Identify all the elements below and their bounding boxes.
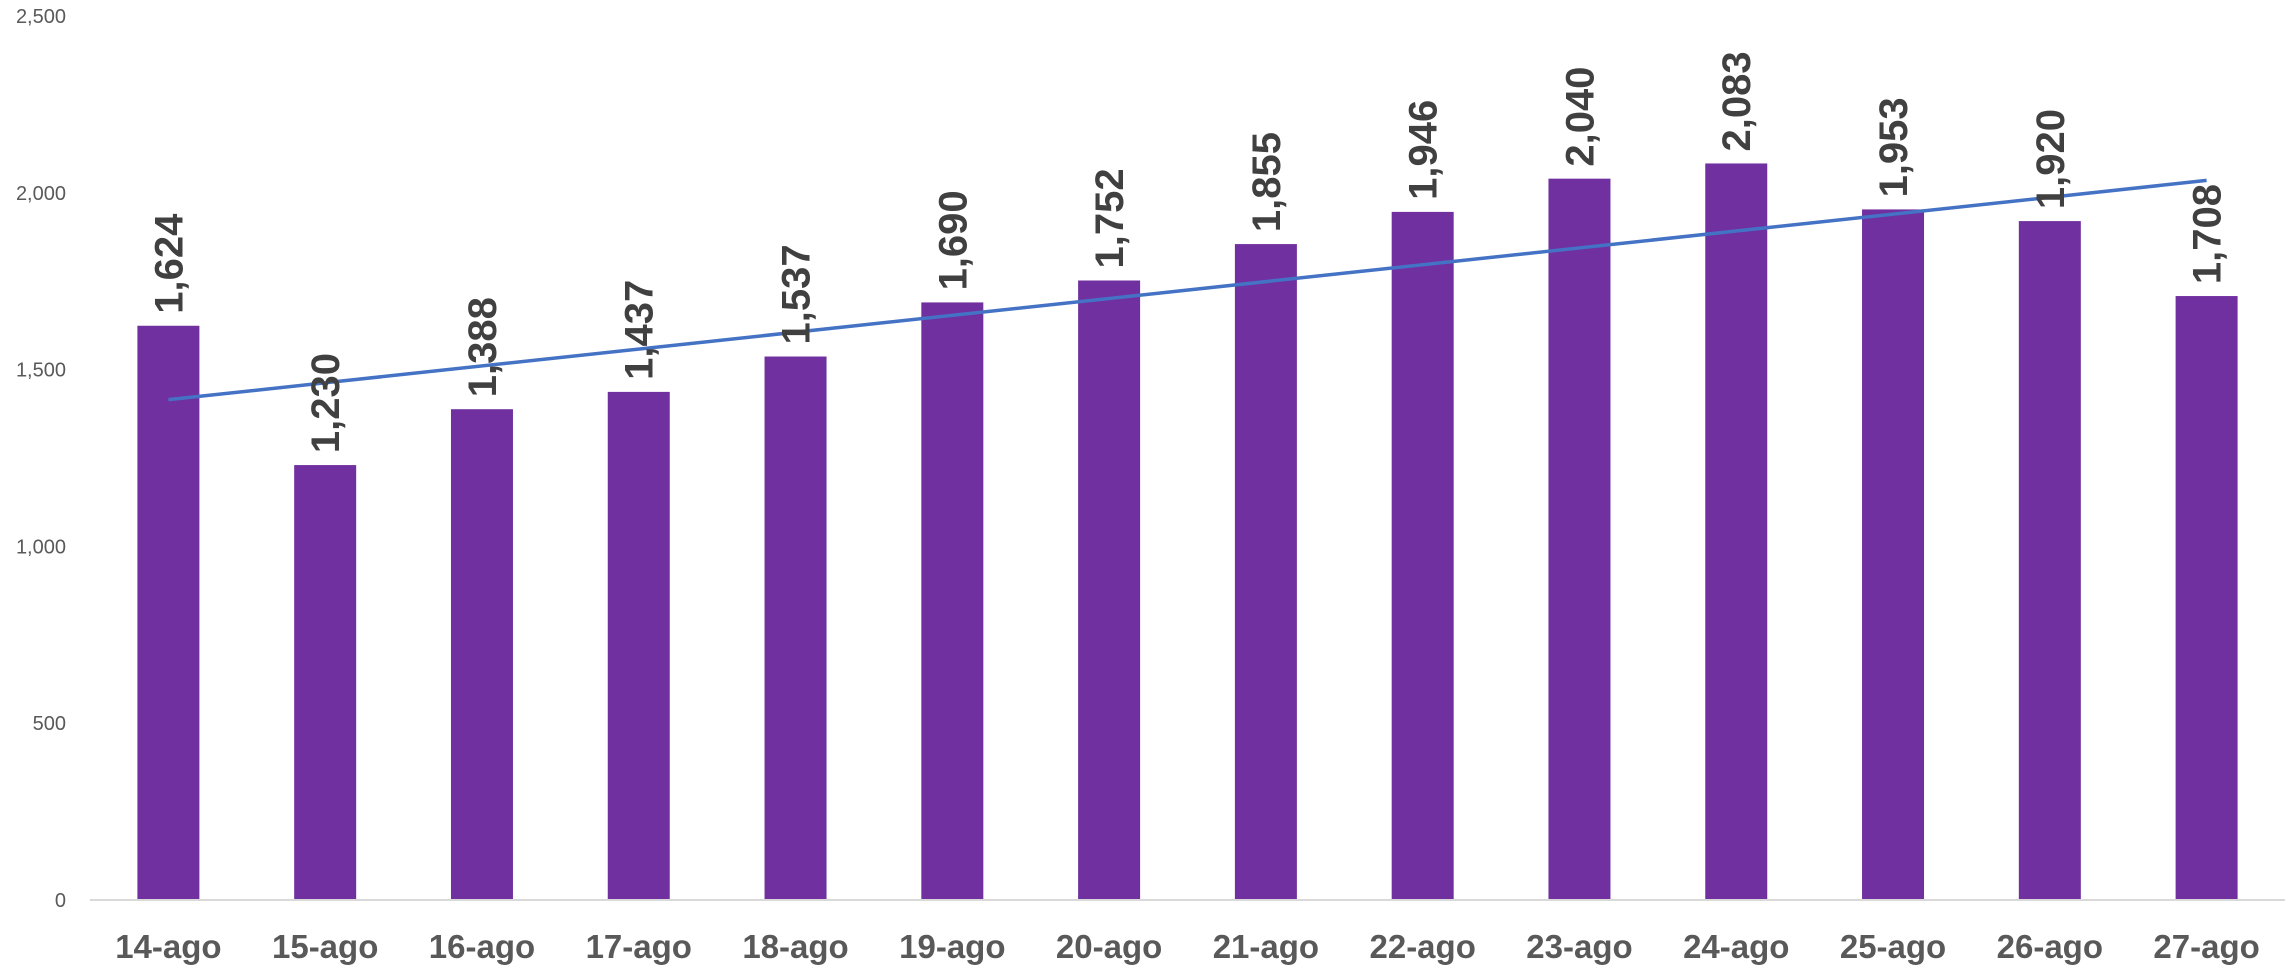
y-tick-label: 2,000: [16, 183, 66, 205]
x-tick-label: 15-ago: [272, 928, 378, 965]
x-tick-label: 24-ago: [1683, 928, 1789, 965]
x-tick-label: 16-ago: [429, 928, 535, 965]
trendline-group: [168, 178, 2207, 402]
y-tick-label: 0: [55, 890, 66, 912]
y-axis: 0 500 1,000 1,500 2,000 2,500: [16, 6, 66, 912]
data-label: 1,752: [1088, 168, 1132, 268]
x-tick-label: 21-ago: [1213, 928, 1319, 965]
data-label: 1,946: [1402, 100, 1446, 200]
x-tick-label: 18-ago: [742, 928, 848, 965]
bar: [921, 302, 984, 900]
bars: [137, 163, 2238, 901]
bar: [1234, 244, 1297, 900]
data-label: 1,920: [2029, 109, 2073, 209]
data-label: 1,708: [2186, 184, 2230, 284]
bar: [294, 465, 357, 900]
y-tick-label: 1,500: [16, 360, 66, 382]
x-tick-label: 14-ago: [115, 928, 221, 965]
bar: [1078, 280, 1141, 900]
bar: [764, 356, 827, 900]
y-tick-label: 500: [33, 713, 66, 735]
bar: [1862, 209, 1925, 901]
data-label: 1,953: [1872, 97, 1916, 197]
data-label: 1,437: [618, 280, 662, 380]
x-tick-label: 22-ago: [1369, 928, 1475, 965]
data-labels: 1,624 1,230 1,388 1,437 1,537 1,690 1,752 1,855…: [147, 51, 2229, 453]
bar: [1391, 211, 1454, 900]
bar: [137, 325, 200, 900]
bar: [450, 409, 513, 900]
data-label: 1,537: [775, 244, 819, 344]
bar: [2175, 296, 2238, 900]
x-tick-label: 27-ago: [2153, 928, 2259, 965]
bar: [607, 391, 670, 900]
data-label: 2,040: [1558, 67, 1602, 167]
x-tick-label: 25-ago: [1840, 928, 1946, 965]
data-label: 1,690: [931, 190, 975, 290]
data-label: 1,624: [147, 213, 191, 314]
x-tick-label: 26-ago: [1997, 928, 2103, 965]
y-tick-label: 1,000: [16, 536, 66, 558]
x-axis: 14-ago 15-ago 16-ago 17-ago 18-ago 19-ago 20-a…: [115, 928, 2260, 965]
x-tick-label: 23-ago: [1526, 928, 1632, 965]
data-label: 2,083: [1715, 51, 1759, 151]
trendline: [168, 178, 2207, 402]
bar: [2018, 221, 2081, 900]
x-tick-label: 17-ago: [586, 928, 692, 965]
data-label: 1,230: [304, 353, 348, 453]
bar: [1548, 178, 1611, 900]
data-label: 1,855: [1245, 132, 1289, 232]
data-label: 1,388: [461, 297, 505, 397]
y-tick-label: 2,500: [16, 6, 66, 28]
x-tick-label: 20-ago: [1056, 928, 1162, 965]
bar: [1705, 163, 1768, 901]
x-tick-label: 19-ago: [899, 928, 1005, 965]
